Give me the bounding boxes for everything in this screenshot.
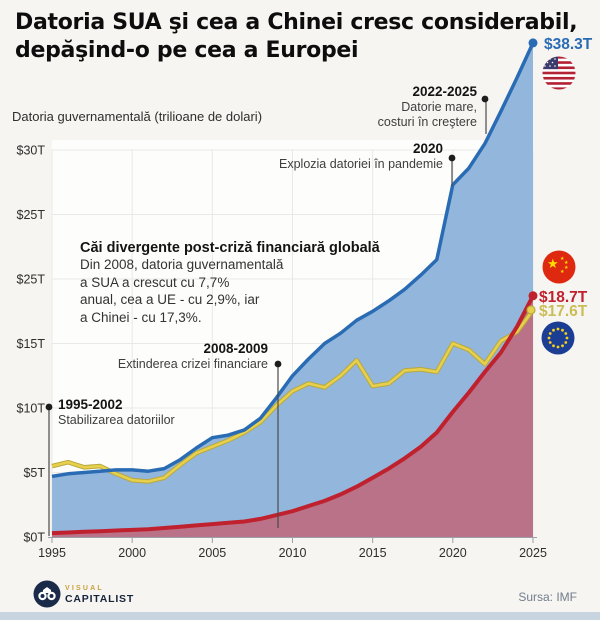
chart-subtitle: Datoria guvernamentală (trilioane de dol…: [12, 109, 263, 124]
svg-text:$25T: $25T: [17, 273, 46, 287]
svg-text:2000: 2000: [118, 546, 146, 560]
svg-text:★: ★: [560, 256, 565, 262]
annotation-heading: 2022-2025: [412, 84, 477, 99]
svg-text:★: ★: [564, 260, 569, 266]
svg-text:1995: 1995: [38, 546, 66, 560]
source-credit: Sursa: IMF: [518, 590, 577, 604]
annotation-divergent-paths: Căi divergente post-criză financiară glo…: [80, 240, 380, 326]
annotation-heading: Căi divergente post-criză financiară glo…: [80, 240, 380, 256]
us-debt-value-label: $38.3T: [544, 36, 593, 53]
eu-debt-value-label: $17.6T: [539, 303, 588, 320]
svg-text:2020: 2020: [439, 546, 467, 560]
title-line-1: Datoria SUA şi cea a Chinei cresc consid…: [15, 10, 578, 35]
china-flag-icon: ★ ★ ★ ★ ★: [542, 250, 576, 284]
svg-text:$15T: $15T: [17, 337, 46, 351]
svg-text:★: ★: [564, 265, 569, 271]
svg-text:$0T: $0T: [23, 531, 45, 545]
svg-text:2010: 2010: [279, 546, 307, 560]
annotation-body: Explozia datoriei în pandemie: [279, 157, 443, 171]
page-title: Datoria SUA şi cea a Chinei cresc consid…: [15, 9, 585, 65]
svg-text:$10T: $10T: [17, 402, 46, 416]
logo-text-visual: VISUAL: [65, 585, 104, 592]
annotation-2008-2009: 2008-2009 Extinderea crizei financiare: [38, 341, 268, 372]
annotation-2020: 2020 Explozia datoriei în pandemie: [240, 141, 443, 172]
annotation-body: Stabilizarea datoriilor: [58, 413, 175, 427]
binoculars-icon: [33, 580, 61, 608]
annotation-heading: 1995-2002: [58, 397, 123, 412]
annotation-body-line: Datorie mare,: [401, 100, 477, 114]
annotation-body-line: costuri în creştere: [377, 115, 477, 129]
svg-text:$30T: $30T: [17, 144, 46, 158]
annotation-body-line: Din 2008, datoria guvernamentală: [80, 257, 284, 272]
annotation-body: Extinderea crizei financiare: [117, 357, 268, 371]
annotation-1995-2002: 1995-2002 Stabilizarea datoriilor: [58, 397, 175, 428]
us-flag-icon: [542, 56, 576, 90]
annotation-body-line: anual, cea a UE - cu 2,9%, iar: [80, 292, 260, 307]
bottom-accent-strip: [0, 612, 600, 620]
svg-text:2025: 2025: [519, 546, 547, 560]
visual-capitalist-logo: VISUAL CAPITALIST: [33, 580, 134, 608]
svg-text:$5T: $5T: [23, 466, 45, 480]
annotation-2022-2025: 2022-2025 Datorie mare, costuri în creşt…: [330, 84, 477, 130]
svg-text:2005: 2005: [198, 546, 226, 560]
svg-text:★: ★: [547, 257, 559, 272]
eu-flag-icon: [541, 321, 575, 355]
title-line-2: depăşind-o pe cea a Europei: [15, 38, 359, 63]
annotation-body-line: a Chinei - cu 17,3%.: [80, 309, 202, 325]
svg-text:$25T: $25T: [17, 208, 46, 222]
svg-text:★: ★: [560, 269, 565, 275]
china-debt-value-label: $18.7T: [539, 289, 588, 306]
annotation-body-line: a SUA a crescut cu 7,7%: [80, 274, 230, 290]
svg-text:2015: 2015: [359, 546, 387, 560]
annotation-heading: 2020: [412, 141, 443, 156]
logo-text-capitalist: CAPITALIST: [65, 593, 135, 605]
annotation-heading: 2008-2009: [203, 341, 268, 356]
